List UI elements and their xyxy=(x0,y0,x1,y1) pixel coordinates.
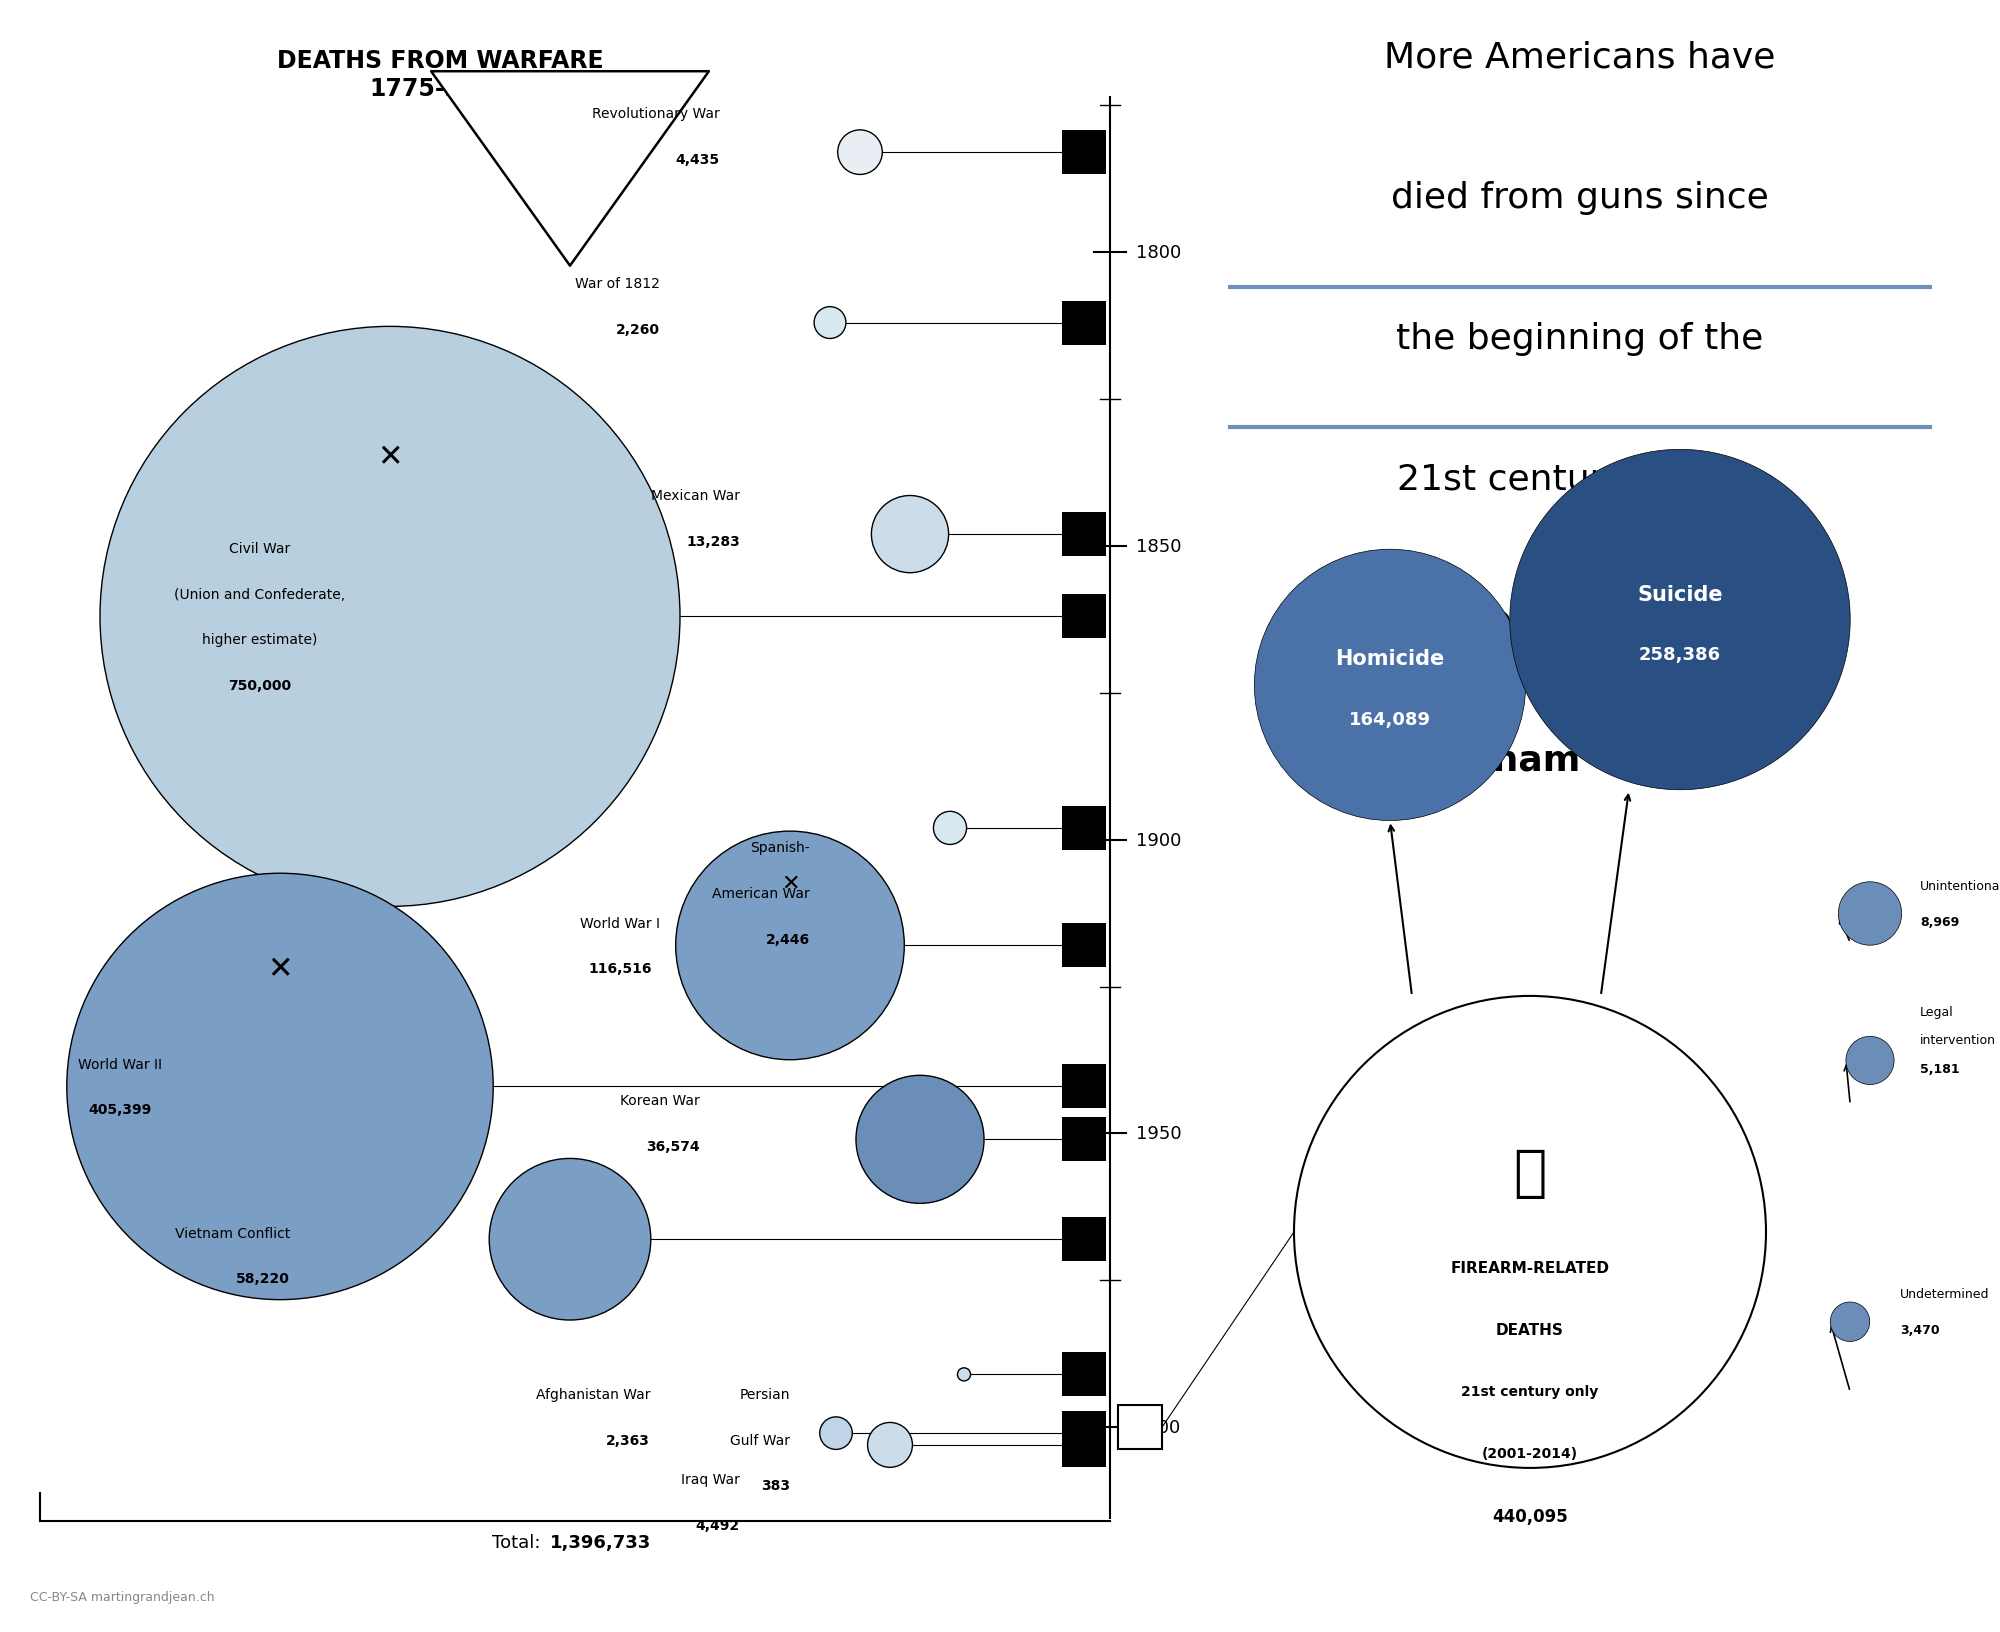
Text: 58,220: 58,220 xyxy=(236,1271,290,1286)
Ellipse shape xyxy=(958,1368,970,1381)
Text: Vietnam Conflict: Vietnam Conflict xyxy=(174,1226,290,1240)
Text: 2,363: 2,363 xyxy=(606,1433,650,1448)
Bar xyxy=(1062,1064,1106,1108)
Text: 4,435: 4,435 xyxy=(676,153,720,166)
Bar xyxy=(1062,1217,1106,1262)
Text: Korean War and: Korean War and xyxy=(1416,602,1744,636)
Text: ✕: ✕ xyxy=(780,873,800,893)
Text: Unintentional: Unintentional xyxy=(1920,880,2000,893)
Text: Iraq War: Iraq War xyxy=(682,1472,740,1487)
Bar xyxy=(1062,806,1106,850)
Text: DEATHS FROM WARFARE
1775-2014: DEATHS FROM WARFARE 1775-2014 xyxy=(276,49,604,101)
Bar xyxy=(1062,131,1106,175)
Text: 4,492: 4,492 xyxy=(696,1518,740,1532)
Ellipse shape xyxy=(1510,450,1850,790)
Text: CC-BY-SA martingrandjean.ch: CC-BY-SA martingrandjean.ch xyxy=(30,1590,214,1603)
Text: 2,260: 2,260 xyxy=(616,323,660,336)
Ellipse shape xyxy=(856,1075,984,1204)
Text: Gulf War: Gulf War xyxy=(730,1433,790,1448)
Text: 🔫: 🔫 xyxy=(1514,1146,1546,1200)
Text: 3,470: 3,470 xyxy=(1900,1324,1940,1337)
Ellipse shape xyxy=(66,873,494,1299)
Text: 1,396,733: 1,396,733 xyxy=(550,1532,652,1552)
Text: 750,000: 750,000 xyxy=(228,679,292,692)
Ellipse shape xyxy=(1254,550,1526,821)
Text: 383: 383 xyxy=(760,1479,790,1493)
Text: (Union and Confederate,: (Union and Confederate, xyxy=(174,588,346,601)
Text: ✕: ✕ xyxy=(378,444,402,472)
Text: 1900: 1900 xyxy=(1136,831,1182,849)
Text: Spanish-: Spanish- xyxy=(750,840,810,855)
Text: Vietnam Conflict: Vietnam Conflict xyxy=(1410,744,1750,777)
Text: intervention: intervention xyxy=(1920,1033,1996,1046)
Text: FIREARM-RELATED: FIREARM-RELATED xyxy=(1450,1260,1610,1275)
Text: American War: American War xyxy=(712,886,810,901)
Text: 21st century than in: 21st century than in xyxy=(1396,462,1764,496)
Text: World War II: World War II xyxy=(78,1058,162,1071)
Ellipse shape xyxy=(676,832,904,1061)
Bar xyxy=(1062,512,1106,557)
Text: More Americans have: More Americans have xyxy=(1384,41,1776,75)
Text: 405,399: 405,399 xyxy=(88,1103,152,1116)
Text: Mexican War: Mexican War xyxy=(652,488,740,503)
Ellipse shape xyxy=(872,496,948,573)
Text: DEATHS: DEATHS xyxy=(1496,1322,1564,1337)
Text: 1950: 1950 xyxy=(1136,1124,1182,1142)
Text: the beginning of the: the beginning of the xyxy=(1396,322,1764,356)
Ellipse shape xyxy=(820,1417,852,1449)
Text: Undetermined: Undetermined xyxy=(1900,1288,1990,1301)
Text: died from guns since: died from guns since xyxy=(1392,181,1768,215)
Bar xyxy=(1062,1412,1106,1456)
Ellipse shape xyxy=(814,307,846,339)
Text: Afghanistan War: Afghanistan War xyxy=(536,1387,650,1402)
Text: 8,969: 8,969 xyxy=(1920,916,1960,929)
Ellipse shape xyxy=(1830,1302,1870,1342)
Text: 2000: 2000 xyxy=(1136,1418,1182,1436)
Text: Suicide: Suicide xyxy=(1638,584,1722,604)
Text: War of 1812: War of 1812 xyxy=(576,277,660,290)
Ellipse shape xyxy=(100,326,680,907)
Ellipse shape xyxy=(838,131,882,175)
Ellipse shape xyxy=(868,1423,912,1467)
Text: World War I: World War I xyxy=(580,916,660,930)
Text: ✕: ✕ xyxy=(268,955,292,984)
Text: Total:: Total: xyxy=(492,1532,540,1552)
Ellipse shape xyxy=(934,811,966,845)
Text: 1800: 1800 xyxy=(1136,243,1182,261)
Text: 13,283: 13,283 xyxy=(686,534,740,548)
Bar xyxy=(1062,924,1106,968)
Text: Persian: Persian xyxy=(740,1387,790,1402)
Text: 164,089: 164,089 xyxy=(1348,710,1432,728)
Text: Revolutionary War: Revolutionary War xyxy=(592,108,720,121)
Text: 36,574: 36,574 xyxy=(646,1139,700,1154)
Ellipse shape xyxy=(1846,1036,1894,1085)
Text: 258,386: 258,386 xyxy=(1638,645,1722,663)
Text: 21st century only: 21st century only xyxy=(1462,1384,1598,1399)
Ellipse shape xyxy=(490,1159,650,1320)
Bar xyxy=(1062,302,1106,346)
Bar xyxy=(1062,596,1106,640)
Text: 2,446: 2,446 xyxy=(766,932,810,947)
Text: higher estimate): higher estimate) xyxy=(202,633,318,646)
Text: Civil War: Civil War xyxy=(230,542,290,555)
Ellipse shape xyxy=(1294,996,1766,1469)
Text: Korean War: Korean War xyxy=(620,1093,700,1108)
Text: (2001-2014): (2001-2014) xyxy=(1482,1446,1578,1461)
Text: 1850: 1850 xyxy=(1136,537,1182,555)
Bar xyxy=(1118,1405,1162,1449)
Bar xyxy=(1062,1118,1106,1162)
Bar xyxy=(1062,1423,1106,1467)
Text: Homicide: Homicide xyxy=(1336,648,1444,669)
Ellipse shape xyxy=(1838,883,1902,945)
Text: 440,095: 440,095 xyxy=(1492,1506,1568,1524)
Text: 5,181: 5,181 xyxy=(1920,1062,1960,1075)
Text: Legal: Legal xyxy=(1920,1005,1954,1018)
Text: 116,516: 116,516 xyxy=(588,961,652,976)
Bar xyxy=(1062,1353,1106,1397)
